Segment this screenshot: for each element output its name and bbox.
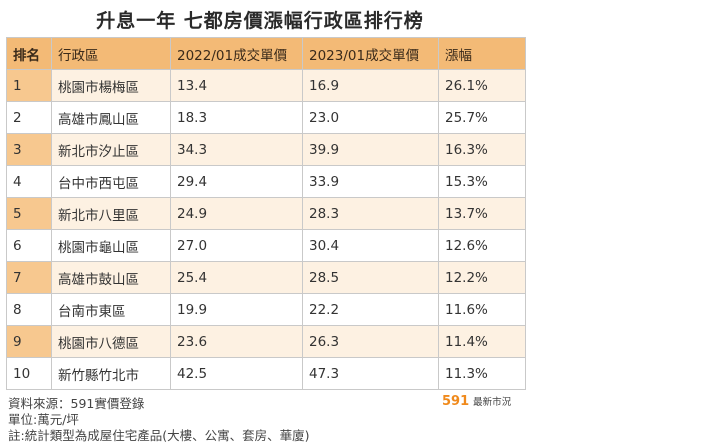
page-title: 升息一年 七都房價漲幅行政區排行榜: [96, 10, 424, 32]
cell-change: 12.6%: [438, 229, 526, 262]
cell-rank: 6: [6, 229, 52, 262]
source-note: 資料來源：591實價登錄: [8, 396, 145, 411]
table-header-row: 排名 行政區 2022/01成交單價 2023/01成交單價 漲幅: [6, 37, 526, 70]
cell-rank: 1: [6, 69, 52, 102]
cell-price-2023: 16.9: [302, 69, 439, 102]
cell-change: 16.3%: [438, 133, 526, 166]
cell-price-2023: 28.3: [302, 197, 439, 230]
cell-price-2022: 13.4: [170, 69, 303, 102]
cell-price-2022: 27.0: [170, 229, 303, 262]
table-body: 1 桃園市楊梅區 13.4 16.9 26.1% 2 高雄市鳳山區 18.3 23.0 25.7%…: [6, 69, 526, 390]
header-rank: 排名: [6, 37, 52, 70]
cell-change: 11.6%: [438, 293, 526, 326]
header-district: 行政區: [51, 37, 171, 70]
table-row: 3 新北市汐止區 34.3 39.9 16.3%: [6, 133, 526, 166]
table-row: 2 高雄市鳳山區 18.3 23.0 25.7%: [6, 101, 526, 134]
footnotes: 資料來源：591實價登錄 單位:萬元/坪 註:統計類型為成屋住宅產品(大樓、公寓…: [8, 396, 309, 444]
cell-price-2022: 23.6: [170, 325, 303, 358]
table-row: 1 桃園市楊梅區 13.4 16.9 26.1%: [6, 69, 526, 102]
cell-price-2022: 18.3: [170, 101, 303, 134]
cell-price-2022: 19.9: [170, 293, 303, 326]
table-row: 6 桃園市龜山區 27.0 30.4 12.6%: [6, 229, 526, 262]
cell-rank: 4: [6, 165, 52, 198]
cell-district: 新北市汐止區: [51, 133, 171, 166]
cell-change: 12.2%: [438, 261, 526, 294]
cell-district: 桃園市八德區: [51, 325, 171, 358]
cell-rank: 5: [6, 197, 52, 230]
cell-price-2022: 42.5: [170, 357, 303, 390]
cell-rank: 7: [6, 261, 52, 294]
cell-price-2022: 24.9: [170, 197, 303, 230]
cell-district: 新竹縣竹北市: [51, 357, 171, 390]
cell-change: 26.1%: [438, 69, 526, 102]
header-change: 漲幅: [438, 37, 526, 70]
table-row: 9 桃園市八德區 23.6 26.3 11.4%: [6, 325, 526, 358]
cell-district: 桃園市楊梅區: [51, 69, 171, 102]
logo-number: 591: [442, 394, 470, 409]
cell-district: 台中市西屯區: [51, 165, 171, 198]
table-row: 5 新北市八里區 24.9 28.3 13.7%: [6, 197, 526, 230]
brand-logo: 591 最新市況: [442, 394, 511, 409]
table-row: 4 台中市西屯區 29.4 33.9 15.3%: [6, 165, 526, 198]
cell-price-2023: 39.9: [302, 133, 439, 166]
cell-rank: 3: [6, 133, 52, 166]
cell-price-2023: 23.0: [302, 101, 439, 134]
cell-price-2023: 26.3: [302, 325, 439, 358]
cell-price-2023: 33.9: [302, 165, 439, 198]
cell-change: 11.4%: [438, 325, 526, 358]
table-row: 8 台南市東區 19.9 22.2 11.6%: [6, 293, 526, 326]
logo-text: 最新市況: [473, 397, 512, 408]
header-price-2023: 2023/01成交單價: [302, 37, 439, 70]
remark-note: 註:統計類型為成屋住宅產品(大樓、公寓、套房、華廈): [8, 428, 310, 443]
cell-price-2022: 34.3: [170, 133, 303, 166]
cell-price-2023: 28.5: [302, 261, 439, 294]
ranking-table: 排名 行政區 2022/01成交單價 2023/01成交單價 漲幅 1 桃園市楊梅…: [6, 37, 526, 390]
cell-change: 11.3%: [438, 357, 526, 390]
cell-rank: 9: [6, 325, 52, 358]
cell-change: 25.7%: [438, 101, 526, 134]
cell-price-2023: 22.2: [302, 293, 439, 326]
table-row: 7 高雄市鼓山區 25.4 28.5 12.2%: [6, 261, 526, 294]
cell-price-2022: 29.4: [170, 165, 303, 198]
cell-price-2023: 47.3: [302, 357, 439, 390]
unit-note: 單位:萬元/坪: [8, 412, 79, 427]
cell-district: 台南市東區: [51, 293, 171, 326]
header-price-2022: 2022/01成交單價: [170, 37, 303, 70]
cell-rank: 8: [6, 293, 52, 326]
cell-price-2023: 30.4: [302, 229, 439, 262]
cell-rank: 10: [6, 357, 52, 390]
cell-district: 高雄市鼓山區: [51, 261, 171, 294]
cell-price-2022: 25.4: [170, 261, 303, 294]
table-row: 10 新竹縣竹北市 42.5 47.3 11.3%: [6, 357, 526, 390]
cell-district: 桃園市龜山區: [51, 229, 171, 262]
cell-change: 15.3%: [438, 165, 526, 198]
cell-district: 高雄市鳳山區: [51, 101, 171, 134]
cell-rank: 2: [6, 101, 52, 134]
cell-district: 新北市八里區: [51, 197, 171, 230]
cell-change: 13.7%: [438, 197, 526, 230]
